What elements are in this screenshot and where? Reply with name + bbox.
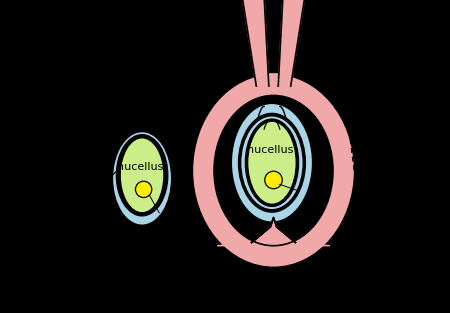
Ellipse shape	[192, 74, 355, 268]
Text: nucellus: nucellus	[247, 145, 293, 155]
Polygon shape	[254, 74, 292, 86]
Circle shape	[135, 181, 152, 198]
Circle shape	[265, 171, 282, 189]
Ellipse shape	[231, 103, 313, 222]
Ellipse shape	[112, 131, 172, 225]
Polygon shape	[278, 0, 310, 86]
Ellipse shape	[116, 135, 168, 216]
Text: nucellus: nucellus	[117, 162, 164, 172]
Ellipse shape	[214, 95, 333, 246]
Polygon shape	[238, 0, 269, 86]
Ellipse shape	[241, 116, 303, 210]
Polygon shape	[217, 218, 330, 246]
Ellipse shape	[238, 113, 306, 213]
Ellipse shape	[248, 121, 296, 204]
Ellipse shape	[120, 138, 164, 213]
Ellipse shape	[245, 119, 299, 207]
